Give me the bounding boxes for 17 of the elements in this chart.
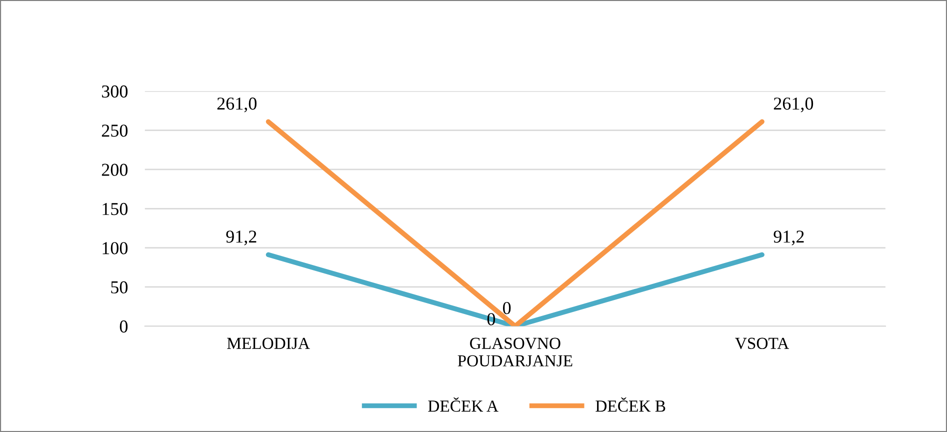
x-tick-label: MELODIJA [227, 338, 310, 349]
legend-label: DEČEK B [596, 397, 666, 412]
data-label: 0 [503, 302, 511, 314]
data-label: 261,0 [774, 98, 814, 112]
data-label: 91,2 [226, 230, 256, 246]
y-tick-label: 300 [102, 85, 128, 98]
legend-label: DEČEK A [428, 397, 498, 412]
x-tick-label: GLASOVNO POUDARJANJE [458, 338, 572, 366]
y-tick-label: 200 [102, 164, 128, 176]
data-label: 261,0 [217, 98, 257, 112]
y-tick-label: 0 [120, 320, 128, 333]
y-tick-label: 50 [111, 281, 128, 294]
x-tick-label: VSOTA [735, 338, 790, 350]
y-tick-label: 100 [102, 242, 128, 254]
y-tick-label: 150 [102, 202, 128, 216]
y-tick-label: 250 [102, 124, 128, 137]
data-label: 91,2 [774, 230, 804, 246]
